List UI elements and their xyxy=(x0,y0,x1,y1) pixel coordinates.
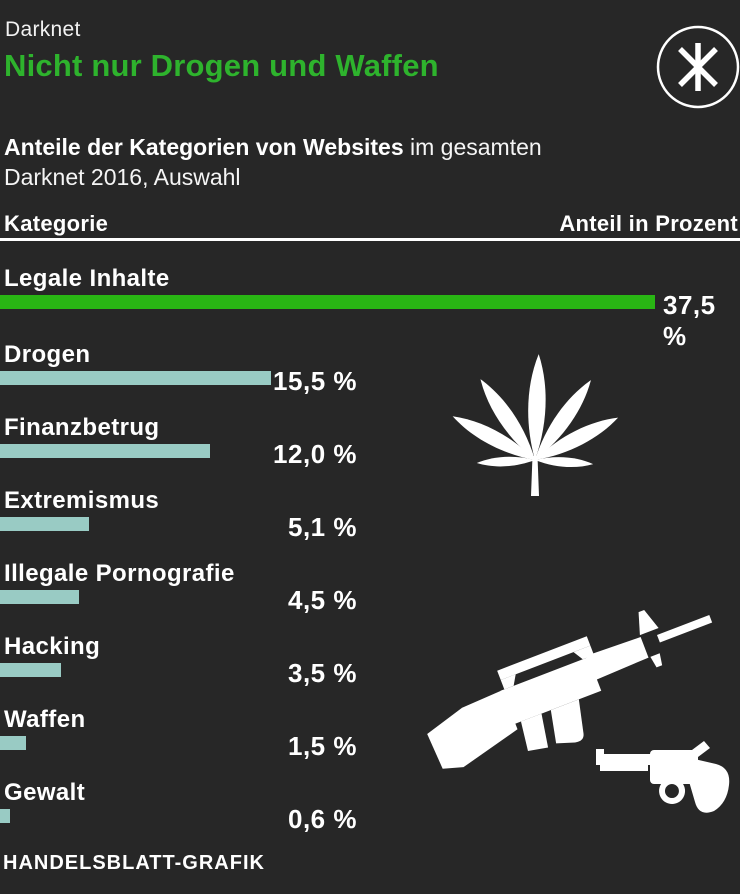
category-label: Finanzbetrug xyxy=(4,414,160,441)
bar-illegale-pornografie xyxy=(0,590,79,604)
category-label: Gewalt xyxy=(4,779,86,806)
bar-drogen xyxy=(0,371,271,385)
chart-row-extremismus: Extremismus 5,1 % xyxy=(0,487,740,561)
chart-row-drogen: Drogen 15,5 % xyxy=(0,341,740,415)
chart-row-legale-inhalte: Legale Inhalte 37,5 % xyxy=(0,265,740,351)
value-label: 0,6 % xyxy=(288,804,357,834)
chart-row-illegale-pornografie: Illegale Pornografie 4,5 % xyxy=(0,560,740,634)
bar-extremismus xyxy=(0,517,89,531)
category-label: Extremismus xyxy=(4,487,160,514)
page-title: Nicht nur Drogen und Waffen xyxy=(4,48,439,83)
chart-row-hacking: Hacking 3,5 % xyxy=(0,633,740,707)
chart-row-gewalt: Gewalt 0,6 % xyxy=(0,779,740,853)
bar-legale-inhalte xyxy=(0,295,655,309)
subtitle-bold: Anteile der Kategorien von Websites xyxy=(4,134,404,160)
value-label: 12,0 % xyxy=(273,439,357,469)
chart-subtitle: Anteile der Kategorien von Websites im g… xyxy=(4,132,542,192)
chart-row-waffen: Waffen 1,5 % xyxy=(0,706,740,780)
value-label: 15,5 % xyxy=(273,366,357,396)
source-credit: HANDELSBLATT-GRAFIK xyxy=(3,852,265,874)
value-label: 3,5 % xyxy=(288,658,357,688)
value-label: 1,5 % xyxy=(288,731,357,761)
column-header-category: Kategorie xyxy=(4,211,109,236)
rifle-icon xyxy=(427,609,713,769)
column-header-value: Anteil in Prozent xyxy=(559,211,738,236)
category-label: Hacking xyxy=(4,633,101,660)
bar-gewalt xyxy=(0,809,10,823)
asterisk-circle-icon xyxy=(656,25,740,109)
kicker: Darknet xyxy=(5,18,81,41)
category-label: Waffen xyxy=(4,706,86,733)
value-label: 4,5 % xyxy=(288,585,357,615)
header-rule xyxy=(0,238,740,241)
bar-finanzbetrug xyxy=(0,444,210,458)
value-label: 37,5 % xyxy=(663,290,716,351)
bar-waffen xyxy=(0,736,26,750)
category-label: Legale Inhalte xyxy=(4,265,170,292)
bar-hacking xyxy=(0,663,61,677)
chart-row-finanzbetrug: Finanzbetrug 12,0 % xyxy=(0,414,740,488)
subtitle-regular: im gesamten xyxy=(403,134,542,160)
subtitle-line2: Darknet 2016, Auswahl xyxy=(4,164,241,190)
revolver-icon xyxy=(596,741,730,813)
category-label: Illegale Pornografie xyxy=(4,560,235,587)
category-label: Drogen xyxy=(4,341,91,368)
cannabis-leaf-icon xyxy=(452,354,619,496)
value-label: 5,1 % xyxy=(288,512,357,542)
